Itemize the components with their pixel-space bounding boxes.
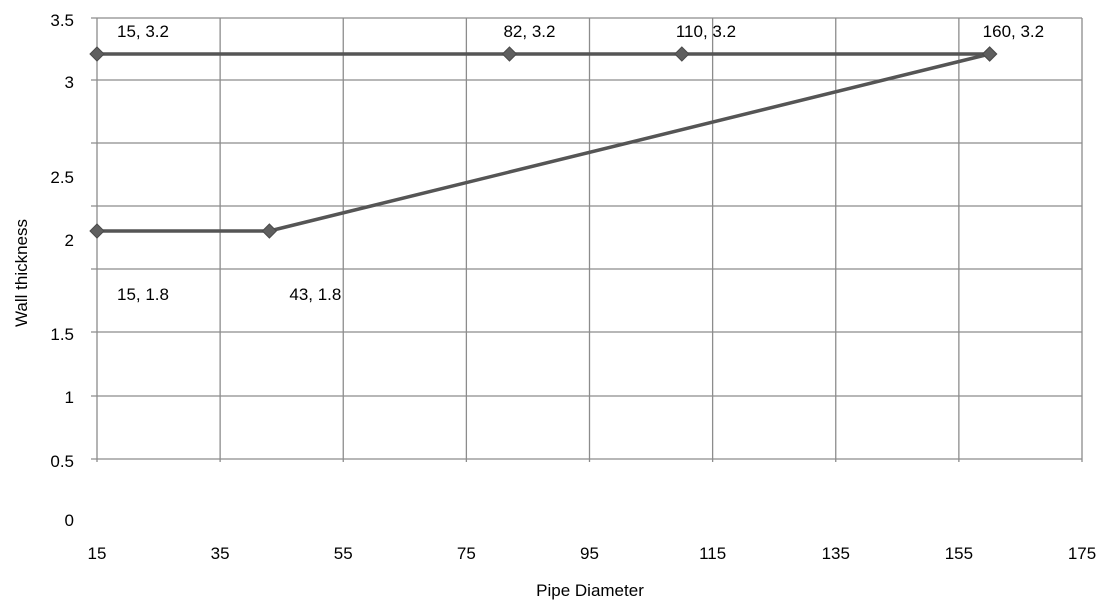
horizontal-gridlines xyxy=(91,17,1082,460)
y-tick-label: 3.5 xyxy=(50,11,74,30)
x-tick-label: 95 xyxy=(580,544,599,563)
data-labels: 15, 3.2 82, 3.2 110, 3.2 160, 3.2 15, 1.8 43,… xyxy=(117,22,1044,304)
x-tick-label: 15 xyxy=(88,544,107,563)
y-tick-labels: 0 0.5 1 1.5 2 2.5 3 3.5 xyxy=(50,11,74,530)
y-tick-label: 0.5 xyxy=(50,452,74,471)
data-point-marker xyxy=(89,46,105,62)
x-axis-label: Pipe Diameter xyxy=(536,581,644,600)
data-point-marker xyxy=(981,46,998,62)
y-tick-label: 2 xyxy=(65,231,74,250)
data-label: 43, 1.8 xyxy=(289,285,341,304)
data-label: 15, 1.8 xyxy=(117,285,169,304)
x-tick-label: 155 xyxy=(945,544,973,563)
y-axis-label: Wall thickness xyxy=(12,219,31,327)
data-point-marker xyxy=(89,223,105,239)
x-tick-label: 55 xyxy=(334,544,353,563)
data-label: 110, 3.2 xyxy=(676,22,736,41)
x-tick-label: 115 xyxy=(699,544,726,563)
y-tick-label: 1 xyxy=(65,388,74,407)
y-tick-label: 2.5 xyxy=(50,168,74,187)
data-point-marker xyxy=(501,46,518,62)
y-tick-label: 0 xyxy=(65,511,74,530)
data-point-marker xyxy=(261,223,278,239)
series-group xyxy=(89,46,998,239)
data-label: 82, 3.2 xyxy=(503,22,555,41)
x-tick-label: 135 xyxy=(822,544,850,563)
y-tick-label: 3 xyxy=(65,73,74,92)
data-label: 15, 3.2 xyxy=(117,22,169,41)
data-label: 160, 3.2 xyxy=(983,22,1044,41)
y-tick-label: 1.5 xyxy=(50,325,74,344)
x-tick-labels: 15 35 55 75 95 115 135 155 175 xyxy=(88,544,1097,563)
data-point-marker xyxy=(674,46,690,62)
x-tick-label: 35 xyxy=(211,544,230,563)
x-tick-label: 75 xyxy=(457,544,476,563)
x-tick-label: 175 xyxy=(1068,544,1096,563)
